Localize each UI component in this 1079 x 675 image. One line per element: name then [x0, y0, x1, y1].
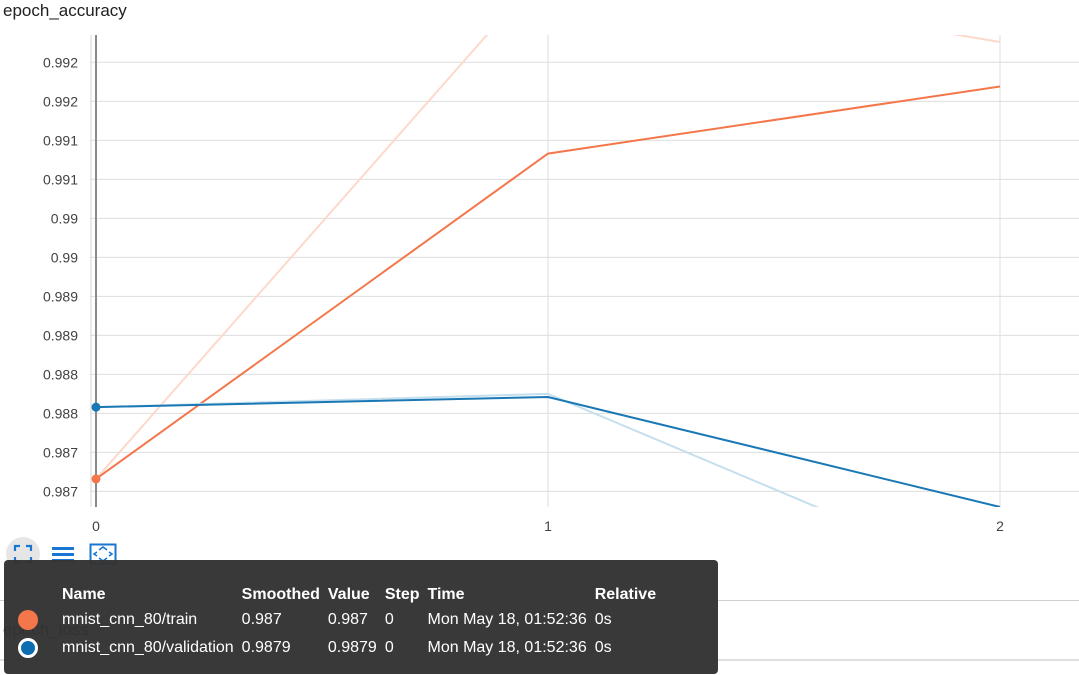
series-lines [95, 35, 1001, 507]
row-value: 0.9879 [327, 639, 377, 656]
fullscreen-icon [13, 544, 33, 564]
series-smoothed-line [95, 395, 1001, 507]
header-step: Step [384, 586, 420, 603]
y-tick-label: 0.988 [43, 405, 78, 421]
row-relative: 0s [594, 611, 612, 628]
y-tick-label: 0.99 [51, 249, 78, 265]
x-tick-labels: 0 1 2 [92, 518, 1004, 534]
y-tick-label: 0.99 [51, 210, 78, 226]
row-value: 0.987 [327, 611, 368, 628]
header-name: Name [62, 586, 106, 603]
series-smoothed-line [95, 85, 1001, 480]
hover-point [91, 402, 101, 412]
row-relative: 0s [594, 639, 612, 656]
chart-title: epoch_accuracy [3, 1, 127, 20]
series-raw-line [95, 35, 1001, 480]
header-time: Time [427, 586, 465, 603]
series-swatch-validation [18, 638, 38, 658]
series-raw-line [95, 392, 820, 507]
y-tick-label: 0.992 [43, 93, 78, 109]
y-tick-label: 0.987 [43, 483, 78, 499]
row-time: Mon May 18, 01:52:36 [427, 639, 587, 656]
row-step: 0 [384, 639, 394, 656]
header-relative: Relative [594, 586, 657, 603]
y-tick-label: 0.989 [43, 288, 78, 304]
row-smoothed: 0.987 [241, 611, 282, 628]
y-tick-label: 0.989 [43, 327, 78, 343]
hover-point [91, 474, 101, 484]
y-tick-label: 0.991 [43, 171, 78, 187]
tooltip-header-row: Name Smoothed Value Step Time Relative [18, 584, 664, 606]
x-tick-label: 2 [996, 518, 1004, 534]
row-smoothed: 0.9879 [241, 639, 291, 656]
tooltip-row: mnist_cnn_80/validation 0.9879 0.9879 0 … [18, 634, 664, 662]
row-name: mnist_cnn_80/validation [62, 639, 234, 656]
row-time: Mon May 18, 01:52:36 [427, 611, 587, 628]
y-tick-labels: 0.987 0.987 0.988 0.988 0.989 0.989 0.99 0.99 0.… [43, 54, 78, 499]
data-points [91, 402, 101, 484]
row-step: 0 [384, 611, 394, 628]
y-tick-label: 0.992 [43, 54, 78, 70]
tooltip-table: Name Smoothed Value Step Time Relative m… [18, 584, 664, 662]
row-name: mnist_cnn_80/train [62, 611, 198, 628]
tooltip: Name Smoothed Value Step Time Relative m… [4, 560, 718, 674]
y-tick-label: 0.991 [43, 132, 78, 148]
plot-area[interactable]: 0.987 0.987 0.988 0.988 0.989 0.989 0.99 0.99 0.… [0, 0, 1079, 540]
x-tick-label: 1 [544, 518, 552, 534]
header-smoothed: Smoothed [241, 586, 320, 603]
series-swatch-train [18, 610, 38, 630]
grid-lines [90, 35, 1079, 507]
y-tick-label: 0.988 [43, 366, 78, 382]
header-value: Value [327, 586, 370, 603]
tooltip-row: mnist_cnn_80/train 0.987 0.987 0 Mon May… [18, 606, 664, 634]
y-tick-label: 0.987 [43, 444, 78, 460]
x-tick-label: 0 [92, 518, 100, 534]
